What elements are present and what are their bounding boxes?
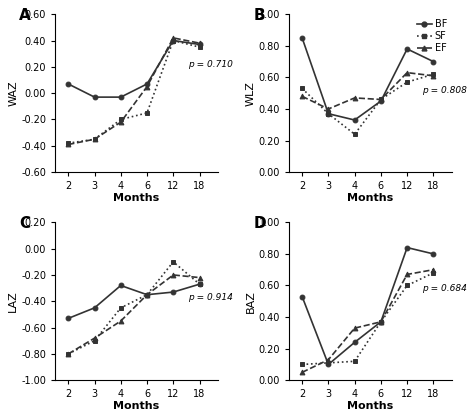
Legend: BF, SF, EF: BF, SF, EF xyxy=(417,19,447,53)
X-axis label: Months: Months xyxy=(113,193,160,202)
Text: p = 0.808: p = 0.808 xyxy=(421,85,466,95)
Text: B: B xyxy=(253,8,265,23)
Y-axis label: BAZ: BAZ xyxy=(246,290,255,313)
Y-axis label: LAZ: LAZ xyxy=(9,290,18,312)
Y-axis label: WLZ: WLZ xyxy=(246,81,255,106)
Text: A: A xyxy=(19,8,31,23)
Text: C: C xyxy=(19,216,30,231)
X-axis label: Months: Months xyxy=(113,401,160,411)
X-axis label: Months: Months xyxy=(347,401,393,411)
Text: p = 0.710: p = 0.710 xyxy=(188,60,233,69)
Text: p = 0.684: p = 0.684 xyxy=(421,284,466,293)
Text: p = 0.914: p = 0.914 xyxy=(188,293,233,302)
X-axis label: Months: Months xyxy=(347,193,393,202)
Y-axis label: WAZ: WAZ xyxy=(9,80,18,106)
Text: D: D xyxy=(253,216,266,231)
